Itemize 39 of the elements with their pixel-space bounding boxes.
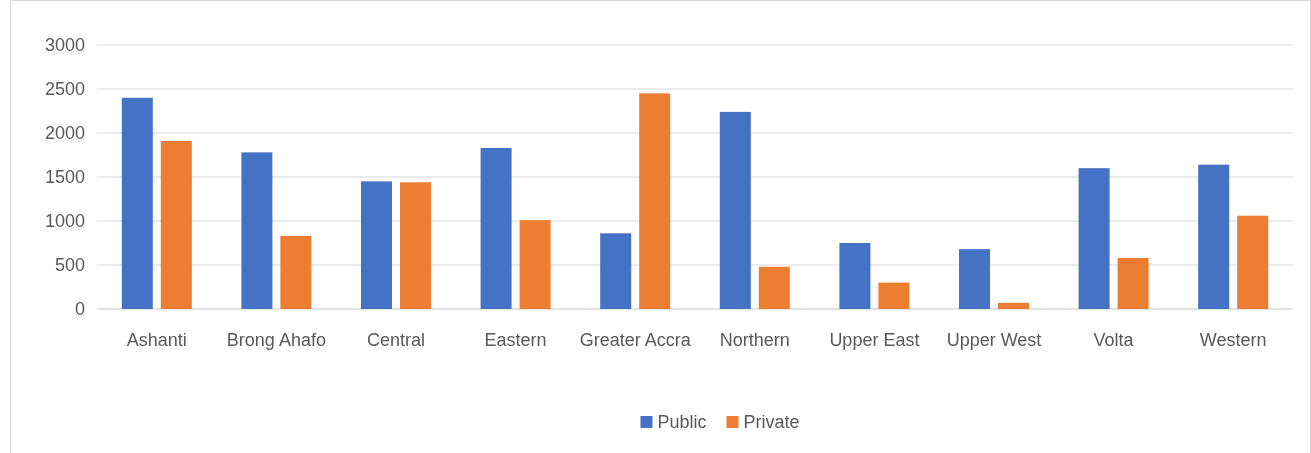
x-tick-label: Central — [366, 330, 426, 350]
legend-label: Private — [743, 412, 800, 432]
bar — [361, 181, 392, 309]
bar — [1198, 164, 1230, 309]
x-tick-label: Upper East — [829, 330, 920, 350]
bar — [241, 152, 273, 309]
bar — [959, 249, 990, 309]
legend-label: Public — [657, 412, 707, 432]
y-tick-label: 2000 — [44, 123, 85, 144]
bar — [519, 220, 551, 309]
bar — [839, 243, 871, 309]
bar — [1117, 257, 1149, 309]
x-tick-label: Eastern — [484, 330, 547, 350]
bar — [480, 147, 512, 309]
x-tick-label: Western — [1199, 330, 1267, 350]
bar — [600, 233, 632, 309]
y-tick-label: 0 — [74, 299, 85, 320]
y-tick-label: 500 — [54, 255, 85, 276]
x-tick-label: Brong Ahafo — [226, 330, 326, 350]
bar — [280, 235, 312, 309]
bar — [160, 140, 192, 309]
bar — [719, 111, 751, 309]
y-tick-label: 2500 — [44, 79, 85, 100]
y-tick-label: 3000 — [44, 35, 85, 56]
bar — [400, 182, 431, 309]
bar — [998, 302, 1029, 309]
x-tick-label: Greater Accra — [579, 330, 692, 350]
bar — [1078, 168, 1110, 309]
bar — [639, 93, 671, 309]
bar — [121, 97, 153, 309]
bar — [758, 266, 790, 309]
x-tick-label: Upper West — [946, 330, 1042, 350]
y-tick-label: 1500 — [44, 167, 85, 188]
x-tick-label: Ashanti — [126, 330, 187, 350]
x-tick-label: Volta — [1093, 330, 1135, 350]
bar — [1237, 215, 1269, 309]
x-tick-label: Northern — [719, 330, 790, 350]
bar — [878, 282, 910, 309]
y-tick-label: 1000 — [44, 211, 85, 232]
